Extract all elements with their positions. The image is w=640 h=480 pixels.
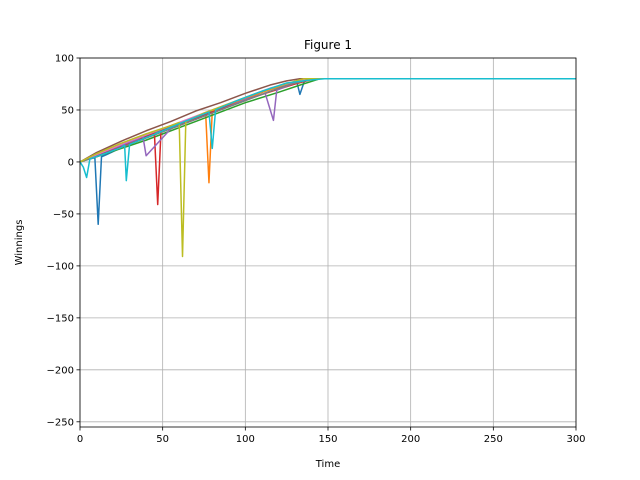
series-layer	[80, 78, 576, 258]
series-line-3	[80, 78, 576, 163]
series-line-10	[80, 78, 576, 182]
x-tick-label: 300	[566, 434, 585, 445]
y-tick-label: −100	[47, 261, 74, 272]
y-tick-label: −200	[47, 365, 74, 376]
x-tick-label: 150	[318, 434, 337, 445]
x-tick-label: 200	[401, 434, 420, 445]
x-axis-title: Time	[315, 459, 340, 470]
x-axis: 0 50 100 150 200 250 300	[77, 427, 586, 445]
grid-layer	[79, 57, 577, 427]
x-tick-label: 250	[484, 434, 503, 445]
plot-clip-group	[80, 78, 576, 258]
y-tick-label: −50	[53, 209, 74, 220]
y-tick-label: 0	[68, 157, 74, 168]
x-tick-label: 100	[236, 434, 255, 445]
x-tick-label: 0	[77, 434, 83, 445]
y-tick-label: 50	[61, 105, 74, 116]
series-line-6	[80, 78, 576, 163]
x-tick-label: 50	[156, 434, 169, 445]
y-axis-title: Winnings	[14, 220, 25, 266]
y-tick-label: −250	[47, 417, 74, 428]
y-tick-label: 100	[55, 54, 74, 65]
chart-title: Figure 1	[304, 38, 352, 52]
y-tick-label: −150	[47, 313, 74, 324]
y-axis: 100 50 0 −50 −100 −150 −200 −250	[47, 54, 80, 428]
